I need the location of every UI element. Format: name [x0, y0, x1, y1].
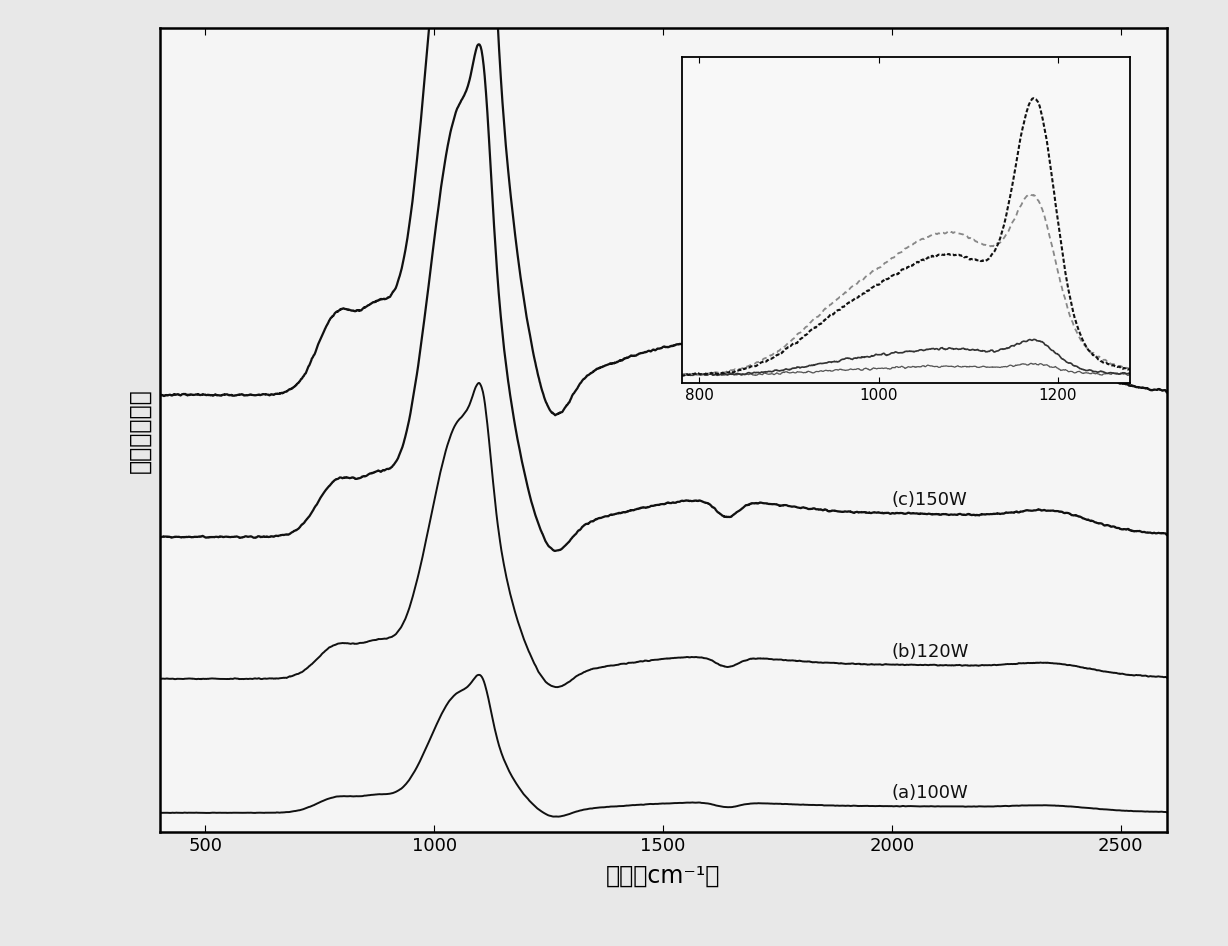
Text: (d)180W: (d)180W	[892, 339, 969, 357]
Y-axis label: 反射率（％）: 反射率（％）	[128, 388, 151, 473]
X-axis label: 波数（cm⁻¹）: 波数（cm⁻¹）	[605, 864, 721, 887]
Text: (a)100W: (a)100W	[892, 784, 969, 802]
Text: (b)120W: (b)120W	[892, 643, 969, 661]
Text: (c)150W: (c)150W	[892, 491, 968, 509]
